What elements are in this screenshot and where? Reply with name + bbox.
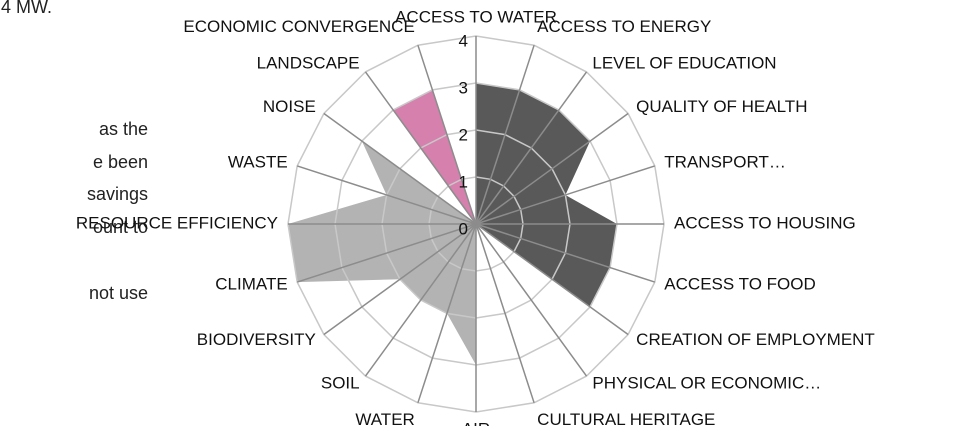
axis-label: AIR bbox=[462, 419, 490, 426]
axis-spoke bbox=[475, 223, 629, 336]
radar-area bbox=[393, 89, 476, 224]
axis-label: CULTURAL HERITAGE bbox=[537, 410, 715, 426]
axis-spoke bbox=[475, 223, 588, 377]
axis-label: QUALITY OF HEALTH bbox=[636, 97, 807, 116]
axis-spoke bbox=[323, 112, 477, 225]
axis-label: ECONOMIC CONVERGENCE bbox=[183, 17, 414, 36]
paragraph-line: as the bbox=[99, 119, 148, 139]
axis-label: LEVEL OF EDUCATION bbox=[592, 53, 776, 72]
axis-spoke bbox=[417, 44, 477, 225]
axis-label: CREATION OF EMPLOYMENT bbox=[636, 330, 875, 349]
axis-spoke bbox=[364, 71, 477, 225]
axis-label: RESOURCE EFFICIENCY bbox=[76, 213, 278, 232]
axis-label: PHYSICAL OR ECONOMIC… bbox=[592, 374, 821, 393]
axis-spoke bbox=[475, 165, 656, 225]
r-tick-label: 1 bbox=[459, 172, 468, 191]
paragraph-line: ount to bbox=[93, 217, 148, 237]
axis-spoke bbox=[475, 71, 588, 225]
paragraph-line: not use bbox=[89, 283, 148, 303]
axis-label: BIODIVERSITY bbox=[197, 330, 316, 349]
axis-spoke bbox=[475, 223, 535, 404]
axis-spoke bbox=[323, 223, 477, 336]
axis-label: ACCESS TO FOOD bbox=[664, 275, 815, 294]
r-tick-label: 0 bbox=[459, 219, 468, 238]
axis-label: NOISE bbox=[263, 97, 316, 116]
axis-label: TRANSPORT… bbox=[664, 152, 786, 171]
axis-spoke bbox=[364, 223, 477, 377]
axis-spoke bbox=[475, 223, 656, 283]
radar-area bbox=[288, 141, 476, 365]
axis-label: ACCESS TO ENERGY bbox=[537, 17, 711, 36]
r-tick-label: 3 bbox=[459, 78, 468, 97]
axis-label: LANDSCAPE bbox=[257, 53, 360, 72]
r-tick-label: 2 bbox=[459, 125, 468, 144]
axis-spoke bbox=[475, 112, 629, 225]
document-text: 4 MW. as the e been savings ount to not use bbox=[1, 0, 148, 303]
paragraph-line: savings bbox=[87, 184, 148, 204]
axis-label: CLIMATE bbox=[215, 275, 287, 294]
axis-label: SOIL bbox=[321, 374, 360, 393]
axis-label: ACCESS TO HOUSING bbox=[674, 213, 856, 232]
paragraph-line: e been bbox=[93, 152, 148, 172]
axis-label: WASTE bbox=[228, 152, 288, 171]
axis-spoke bbox=[417, 223, 477, 404]
paragraph-line: 4 MW. bbox=[1, 0, 52, 17]
r-tick-label: 4 bbox=[459, 31, 468, 50]
axis-label: WATER bbox=[355, 410, 415, 426]
axis-spoke bbox=[296, 165, 477, 225]
axis-label: ACCESS TO WATER bbox=[395, 7, 557, 26]
radar-area bbox=[476, 83, 617, 307]
axis-spoke bbox=[475, 44, 535, 225]
axis-spoke bbox=[296, 223, 477, 283]
